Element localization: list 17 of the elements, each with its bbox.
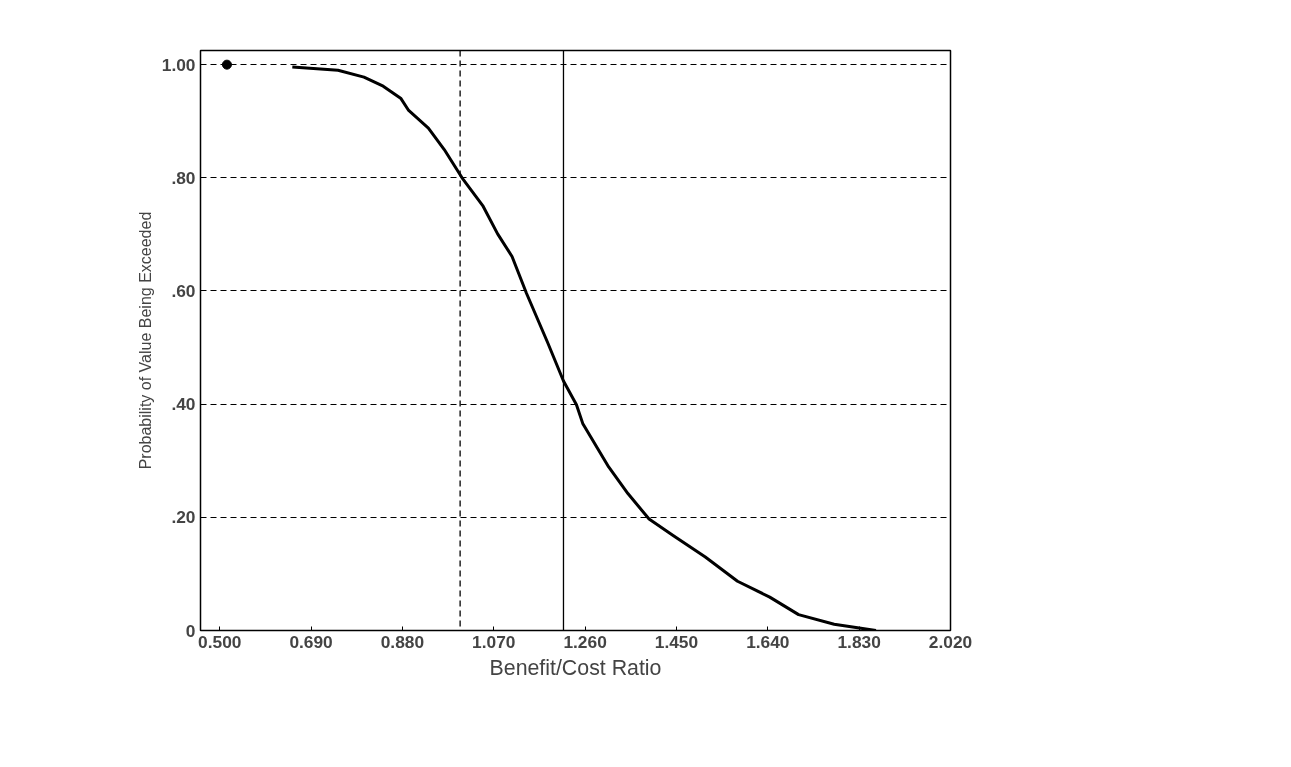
x-tick-label: 1.830 bbox=[837, 631, 881, 652]
y-axis-title: Probability of Value Being Exceeded bbox=[136, 211, 154, 470]
y-tick-label: .60 bbox=[171, 280, 196, 301]
y-tick-label: .80 bbox=[171, 167, 196, 188]
x-tick-label: 0.500 bbox=[198, 631, 242, 652]
x-tick-label: 2.020 bbox=[928, 631, 973, 652]
x-axis-title: Benefit/Cost Ratio bbox=[489, 655, 662, 680]
y-tick-label: .40 bbox=[171, 394, 196, 415]
y-tick-label: .20 bbox=[171, 507, 196, 528]
y-tick-label: 1.00 bbox=[161, 54, 196, 75]
x-tick-label: 0.690 bbox=[289, 631, 333, 652]
x-tick-label: 1.070 bbox=[472, 631, 516, 652]
x-tick-label: 0.880 bbox=[380, 631, 425, 652]
x-tick-label: 1.640 bbox=[746, 631, 790, 652]
y-tick-label: 0 bbox=[185, 620, 196, 641]
x-tick-label: 1.260 bbox=[563, 631, 607, 652]
x-tick-label: 1.450 bbox=[654, 631, 699, 652]
